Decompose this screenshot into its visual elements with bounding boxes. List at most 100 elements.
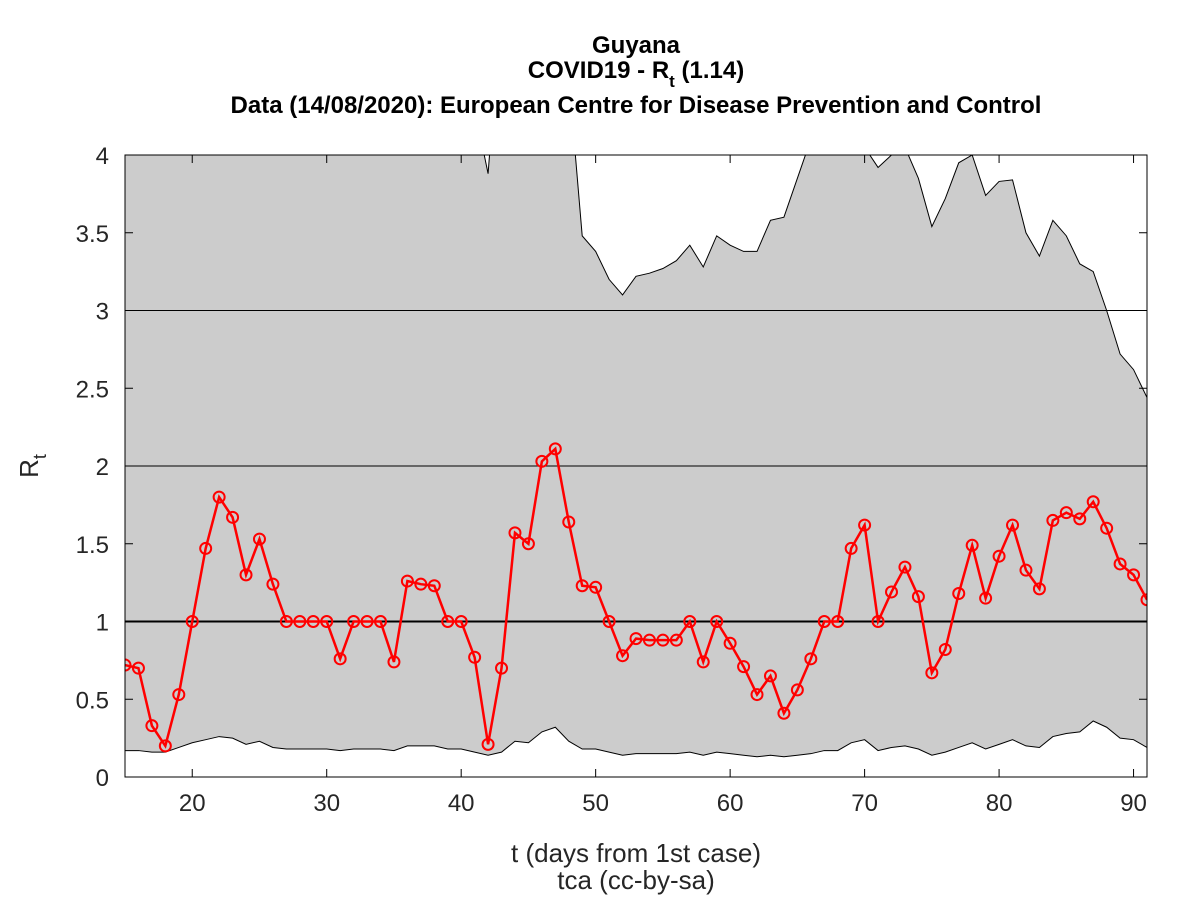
x-tick-label: 50 bbox=[582, 790, 609, 817]
data-point bbox=[669, 633, 683, 647]
data-point bbox=[199, 541, 213, 555]
y-tick-label: 0 bbox=[96, 765, 109, 792]
data-point bbox=[750, 688, 764, 702]
y-tick-label: 4 bbox=[96, 143, 109, 170]
data-point bbox=[125, 658, 132, 672]
data-point bbox=[1140, 593, 1147, 607]
data-point bbox=[239, 568, 253, 582]
data-point bbox=[696, 655, 710, 669]
data-point bbox=[1046, 513, 1060, 527]
data-point bbox=[293, 615, 307, 628]
axis-ticks-layer: 20 30 40 50 60 70 80 90 0 0.5 1 1.5 2 2.5 3 3.5 4 bbox=[76, 143, 1147, 817]
data-point bbox=[441, 615, 455, 628]
x-tick-label: 90 bbox=[1120, 790, 1147, 817]
data-point bbox=[589, 580, 603, 594]
data-point bbox=[723, 636, 737, 650]
data-point bbox=[468, 650, 482, 664]
data-point bbox=[454, 615, 468, 628]
y-label-subscript: t bbox=[30, 454, 50, 459]
data-point bbox=[306, 615, 320, 628]
confidence-band-layer bbox=[125, 155, 1147, 758]
data-point bbox=[911, 590, 925, 604]
data-point bbox=[831, 615, 845, 628]
chart-source: Data (14/08/2020): European Centre for D… bbox=[231, 92, 1042, 119]
data-point bbox=[938, 642, 952, 656]
rt-series-line bbox=[125, 446, 1147, 749]
data-point bbox=[535, 454, 549, 468]
data-point bbox=[885, 585, 898, 599]
data-point bbox=[1100, 521, 1114, 535]
x-tick-label: 30 bbox=[313, 790, 340, 817]
data-point bbox=[185, 615, 199, 628]
x-axis-label-credit: tca (cc-by-sa) bbox=[557, 865, 714, 895]
data-point bbox=[387, 655, 401, 669]
data-point bbox=[790, 683, 804, 697]
data-point bbox=[817, 615, 831, 628]
data-point bbox=[710, 615, 724, 628]
data-point bbox=[1019, 563, 1033, 577]
x-tick-label: 40 bbox=[448, 790, 475, 817]
data-point bbox=[374, 615, 387, 628]
data-point bbox=[616, 649, 630, 663]
data-point bbox=[548, 442, 562, 456]
confidence-band bbox=[125, 155, 1147, 757]
data-point bbox=[1006, 518, 1020, 532]
data-point bbox=[1073, 512, 1087, 526]
data-point bbox=[172, 688, 186, 702]
y-label-main: R bbox=[14, 459, 44, 478]
data-point bbox=[320, 615, 334, 628]
chart-subtitle: COVID19 - Rt (1.14) bbox=[528, 57, 744, 91]
data-point bbox=[562, 515, 576, 529]
data-point bbox=[629, 632, 643, 646]
x-tick-label: 70 bbox=[851, 790, 878, 817]
subtitle-tail: (1.14) bbox=[675, 57, 744, 84]
data-point bbox=[521, 537, 535, 551]
x-tick-label: 20 bbox=[179, 790, 206, 817]
data-point bbox=[683, 615, 697, 628]
y-tick-label: 3 bbox=[96, 299, 109, 326]
data-point bbox=[1032, 582, 1046, 596]
data-point bbox=[844, 541, 858, 555]
data-point bbox=[495, 661, 509, 675]
data-point bbox=[858, 518, 872, 532]
data-point bbox=[602, 615, 616, 628]
y-tick-label: 1.5 bbox=[76, 532, 109, 559]
data-point bbox=[226, 510, 240, 524]
data-point bbox=[158, 739, 172, 753]
data-point bbox=[763, 669, 777, 683]
data-point bbox=[360, 615, 374, 628]
subtitle-main: COVID19 - R bbox=[528, 57, 669, 84]
x-tick-label: 60 bbox=[717, 790, 744, 817]
y-tick-label: 2 bbox=[96, 454, 109, 481]
x-tick-label: 80 bbox=[986, 790, 1013, 817]
data-point bbox=[427, 579, 441, 593]
data-point bbox=[871, 615, 885, 628]
data-point bbox=[979, 591, 993, 605]
data-point bbox=[952, 587, 966, 601]
data-point bbox=[804, 652, 818, 666]
data-point bbox=[1086, 495, 1100, 509]
data-point bbox=[898, 560, 912, 574]
data-point bbox=[131, 661, 145, 675]
data-point bbox=[212, 490, 226, 504]
data-point bbox=[1059, 506, 1073, 520]
data-point bbox=[279, 615, 293, 628]
data-point bbox=[992, 549, 1006, 563]
data-point bbox=[333, 652, 347, 666]
band-upper-edge bbox=[483, 155, 1147, 398]
data-point bbox=[737, 660, 751, 674]
x-axis-label: t (days from 1st case) bbox=[511, 838, 761, 868]
data-point bbox=[965, 538, 979, 552]
data-point bbox=[508, 526, 522, 540]
y-axis-label: Rt bbox=[14, 454, 50, 478]
y-tick-label: 3.5 bbox=[76, 221, 109, 248]
y-tick-label: 1 bbox=[96, 610, 109, 637]
chart-title: Guyana bbox=[592, 32, 681, 59]
data-point bbox=[1127, 568, 1141, 582]
data-point bbox=[642, 633, 656, 647]
data-point bbox=[1113, 557, 1127, 571]
data-point bbox=[777, 706, 791, 720]
data-point bbox=[414, 577, 428, 591]
data-point bbox=[266, 577, 280, 591]
